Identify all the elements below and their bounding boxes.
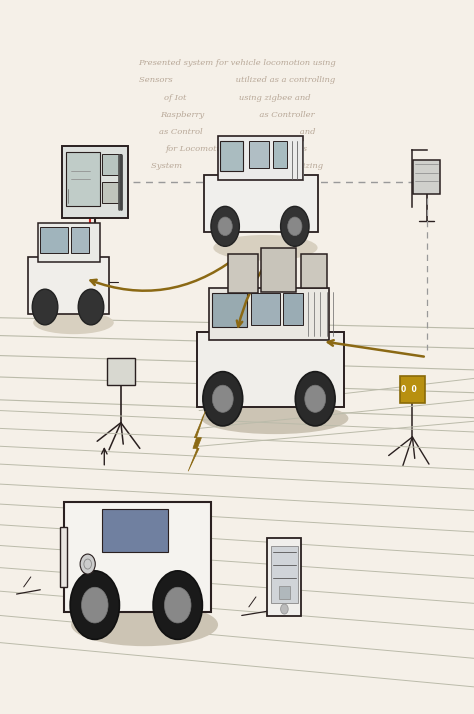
Bar bbox=[212, 293, 247, 328]
Ellipse shape bbox=[71, 603, 218, 646]
Bar bbox=[102, 182, 121, 203]
Bar bbox=[66, 152, 100, 206]
Bar bbox=[60, 527, 67, 588]
Bar bbox=[301, 254, 327, 288]
Bar bbox=[107, 358, 135, 385]
Bar bbox=[28, 257, 109, 314]
FancyArrowPatch shape bbox=[237, 259, 269, 326]
Ellipse shape bbox=[213, 235, 318, 261]
Ellipse shape bbox=[305, 386, 326, 413]
Text: for Locomotion                          as: for Locomotion as bbox=[166, 145, 308, 153]
Text: System              Devices              utilizing: System Devices utilizing bbox=[151, 162, 323, 170]
Ellipse shape bbox=[295, 372, 335, 426]
Bar bbox=[271, 546, 298, 603]
Ellipse shape bbox=[211, 206, 239, 246]
Text: Sensors                        utilized as a controlling: Sensors utilized as a controlling bbox=[139, 76, 335, 84]
Text: Raspberry                     as Controller: Raspberry as Controller bbox=[160, 111, 314, 119]
Bar bbox=[251, 293, 280, 325]
Bar bbox=[62, 146, 128, 218]
Bar bbox=[267, 538, 301, 616]
Ellipse shape bbox=[281, 604, 288, 614]
Ellipse shape bbox=[32, 289, 58, 325]
Bar bbox=[413, 160, 440, 194]
Ellipse shape bbox=[70, 571, 119, 640]
Bar bbox=[279, 586, 290, 599]
Ellipse shape bbox=[164, 588, 191, 623]
Ellipse shape bbox=[80, 554, 95, 574]
Polygon shape bbox=[188, 411, 205, 471]
Bar bbox=[283, 293, 303, 325]
Ellipse shape bbox=[78, 289, 104, 325]
Text: of Iot                    using zigbee and: of Iot using zigbee and bbox=[164, 94, 310, 101]
Polygon shape bbox=[102, 509, 168, 552]
Text: Presented system for vehicle locomotion using: Presented system for vehicle locomotion … bbox=[138, 59, 336, 67]
Bar bbox=[71, 227, 89, 253]
Ellipse shape bbox=[212, 386, 233, 413]
Bar bbox=[249, 141, 269, 168]
Ellipse shape bbox=[33, 311, 114, 334]
Bar bbox=[64, 502, 211, 613]
FancyArrowPatch shape bbox=[91, 258, 235, 291]
Bar bbox=[197, 333, 344, 407]
Bar bbox=[40, 227, 68, 253]
Bar bbox=[204, 175, 318, 232]
Ellipse shape bbox=[288, 217, 302, 236]
Bar bbox=[400, 376, 425, 403]
Text: 0  0: 0 0 bbox=[401, 385, 417, 393]
Bar bbox=[261, 248, 296, 293]
Ellipse shape bbox=[281, 206, 309, 246]
Bar bbox=[209, 288, 329, 340]
Ellipse shape bbox=[218, 217, 232, 236]
Bar bbox=[102, 154, 121, 175]
Ellipse shape bbox=[153, 571, 202, 640]
Ellipse shape bbox=[82, 588, 108, 623]
Bar bbox=[38, 223, 100, 262]
Bar bbox=[228, 254, 258, 293]
FancyArrowPatch shape bbox=[328, 340, 424, 356]
Text: as Control                                     and: as Control and bbox=[159, 128, 315, 136]
Bar bbox=[273, 141, 287, 168]
Ellipse shape bbox=[201, 403, 348, 434]
Bar bbox=[218, 136, 303, 180]
Ellipse shape bbox=[203, 372, 243, 426]
Bar bbox=[220, 141, 243, 171]
